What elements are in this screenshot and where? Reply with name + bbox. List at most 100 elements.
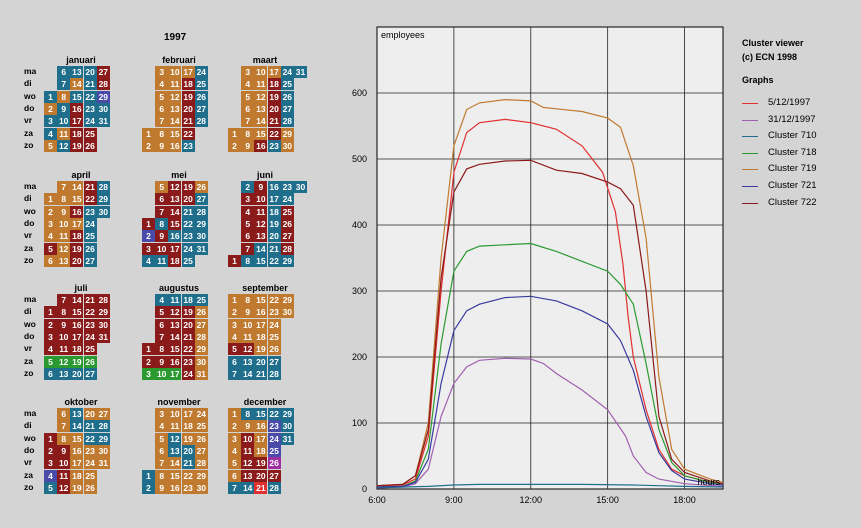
calendar-day[interactable]: 1 bbox=[142, 217, 155, 230]
calendar-day[interactable]: 21 bbox=[83, 420, 97, 433]
calendar-day[interactable]: 30 bbox=[96, 318, 110, 331]
calendar-day[interactable]: 26 bbox=[194, 306, 208, 319]
calendar-day[interactable]: 11 bbox=[168, 420, 182, 433]
calendar-day[interactable]: 16 bbox=[70, 102, 84, 115]
calendar-day[interactable]: 29 bbox=[96, 432, 110, 445]
calendar-day[interactable]: 6 bbox=[155, 318, 169, 331]
calendar-day[interactable]: 9 bbox=[155, 355, 169, 368]
calendar-day[interactable]: 7 bbox=[241, 242, 255, 255]
calendar-day[interactable]: 14 bbox=[241, 481, 255, 494]
calendar-day[interactable]: 11 bbox=[57, 469, 71, 482]
calendar-day[interactable]: 26 bbox=[83, 481, 97, 494]
calendar-day[interactable]: 13 bbox=[241, 469, 255, 482]
calendar-day[interactable]: 13 bbox=[168, 444, 182, 457]
calendar-day[interactable]: 16 bbox=[254, 306, 268, 319]
calendar-day[interactable]: 10 bbox=[155, 367, 169, 380]
calendar-day[interactable]: 27 bbox=[194, 318, 208, 331]
calendar-day[interactable]: 25 bbox=[267, 330, 281, 343]
calendar-day[interactable]: 16 bbox=[70, 205, 84, 218]
calendar-day[interactable]: 8 bbox=[57, 193, 71, 206]
calendar-day[interactable]: 14 bbox=[70, 294, 84, 306]
calendar-day[interactable]: 24 bbox=[83, 457, 97, 470]
calendar-day[interactable]: 14 bbox=[168, 330, 182, 343]
calendar-day[interactable]: 19 bbox=[267, 217, 281, 230]
calendar-day[interactable]: 28 bbox=[194, 115, 208, 128]
calendar-day[interactable]: 3 bbox=[44, 330, 57, 343]
calendar-day[interactable]: 22 bbox=[83, 193, 97, 206]
calendar-day[interactable]: 16 bbox=[254, 420, 268, 433]
calendar-day[interactable]: 24 bbox=[280, 66, 294, 78]
calendar-day[interactable]: 14 bbox=[70, 181, 84, 193]
calendar-day[interactable]: 18 bbox=[168, 254, 182, 267]
calendar-day[interactable]: 6 bbox=[44, 254, 57, 267]
calendar-day[interactable]: 27 bbox=[194, 193, 208, 206]
calendar-day[interactable]: 11 bbox=[241, 444, 255, 457]
calendar-day[interactable]: 12 bbox=[57, 481, 71, 494]
calendar-day[interactable]: 28 bbox=[194, 205, 208, 218]
calendar-day[interactable]: 26 bbox=[83, 242, 97, 255]
calendar-day[interactable]: 4 bbox=[155, 420, 169, 433]
calendar-day[interactable]: 21 bbox=[83, 78, 97, 91]
calendar-day[interactable]: 16 bbox=[70, 444, 84, 457]
calendar-day[interactable]: 30 bbox=[280, 420, 294, 433]
calendar-day[interactable]: 4 bbox=[44, 469, 57, 482]
calendar-day[interactable]: 17 bbox=[267, 193, 281, 206]
calendar-day[interactable]: 29 bbox=[194, 469, 208, 482]
calendar-day[interactable]: 27 bbox=[267, 469, 281, 482]
calendar-day[interactable]: 28 bbox=[96, 294, 110, 306]
calendar-day[interactable]: 31 bbox=[96, 457, 110, 470]
calendar-day[interactable]: 8 bbox=[57, 432, 71, 445]
calendar-day[interactable]: 10 bbox=[241, 432, 255, 445]
calendar-day[interactable]: 13 bbox=[70, 408, 84, 420]
calendar-day[interactable]: 28 bbox=[280, 242, 294, 255]
calendar-day[interactable]: 10 bbox=[254, 193, 268, 206]
calendar-day[interactable]: 1 bbox=[228, 294, 241, 306]
calendar-day[interactable]: 18 bbox=[70, 469, 84, 482]
calendar-day[interactable]: 11 bbox=[168, 294, 182, 306]
calendar-day[interactable]: 11 bbox=[254, 78, 268, 91]
calendar-day[interactable]: 1 bbox=[44, 193, 57, 206]
calendar-day[interactable]: 22 bbox=[83, 306, 97, 319]
calendar-day[interactable]: 18 bbox=[267, 205, 281, 218]
calendar-day[interactable]: 13 bbox=[241, 355, 255, 368]
calendar-day[interactable]: 26 bbox=[280, 90, 294, 103]
calendar-day[interactable]: 4 bbox=[44, 127, 57, 140]
calendar-day[interactable]: 20 bbox=[181, 102, 195, 115]
calendar-day[interactable]: 26 bbox=[267, 457, 281, 470]
calendar-day[interactable]: 25 bbox=[280, 78, 294, 91]
calendar-day[interactable]: 19 bbox=[267, 90, 281, 103]
calendar-day[interactable]: 18 bbox=[254, 330, 268, 343]
calendar-day[interactable]: 3 bbox=[142, 242, 155, 255]
calendar-day[interactable]: 13 bbox=[168, 193, 182, 206]
calendar-day[interactable]: 1 bbox=[44, 432, 57, 445]
calendar-day[interactable]: 10 bbox=[155, 242, 169, 255]
calendar-day[interactable]: 30 bbox=[96, 102, 110, 115]
calendar-day[interactable]: 29 bbox=[96, 193, 110, 206]
calendar-day[interactable]: 24 bbox=[194, 66, 208, 78]
calendar-day[interactable]: 8 bbox=[241, 294, 255, 306]
calendar-day[interactable]: 25 bbox=[194, 294, 208, 306]
calendar-day[interactable]: 9 bbox=[155, 139, 169, 152]
calendar-day[interactable]: 6 bbox=[155, 102, 169, 115]
calendar-day[interactable]: 14 bbox=[254, 115, 268, 128]
calendar-day[interactable]: 13 bbox=[254, 102, 268, 115]
calendar-day[interactable]: 17 bbox=[70, 330, 84, 343]
calendar-day[interactable]: 14 bbox=[168, 115, 182, 128]
calendar-day[interactable]: 24 bbox=[83, 115, 97, 128]
calendar-day[interactable]: 7 bbox=[57, 420, 71, 433]
calendar-day[interactable]: 3 bbox=[155, 408, 169, 420]
calendar-day[interactable]: 16 bbox=[70, 318, 84, 331]
calendar-day[interactable]: 8 bbox=[57, 306, 71, 319]
calendar-day[interactable]: 1 bbox=[44, 90, 57, 103]
calendar-day[interactable]: 17 bbox=[70, 217, 84, 230]
calendar-day[interactable]: 24 bbox=[83, 330, 97, 343]
calendar-day[interactable]: 25 bbox=[194, 420, 208, 433]
calendar-day[interactable]: 24 bbox=[267, 318, 281, 331]
calendar-day[interactable]: 6 bbox=[228, 355, 241, 368]
calendar-day[interactable]: 30 bbox=[194, 230, 208, 243]
calendar-day[interactable]: 5 bbox=[44, 355, 57, 368]
calendar-day[interactable]: 14 bbox=[254, 242, 268, 255]
calendar-day[interactable]: 17 bbox=[181, 66, 195, 78]
calendar-day[interactable]: 31 bbox=[280, 432, 294, 445]
calendar-day[interactable]: 19 bbox=[181, 90, 195, 103]
